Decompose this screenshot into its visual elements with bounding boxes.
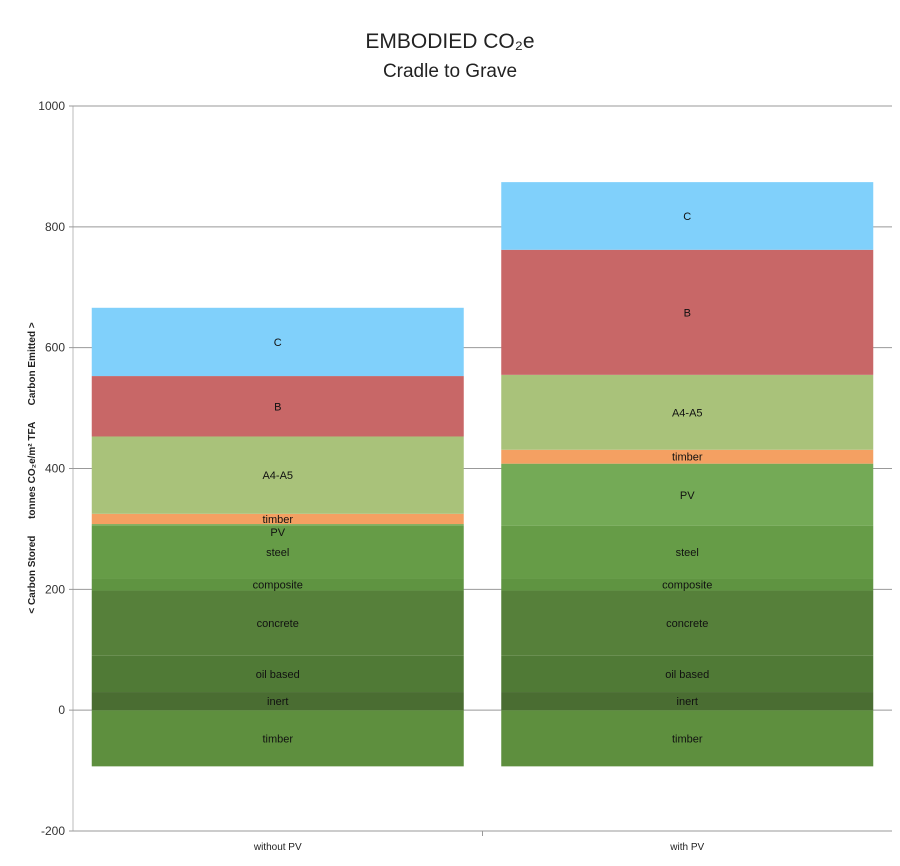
segment-label: timber xyxy=(262,733,293,745)
bar-segment-timber xyxy=(91,513,464,525)
bar-segment-a4-a5 xyxy=(501,374,874,450)
segment-label: B xyxy=(684,307,691,319)
bar-segment-a4-a5 xyxy=(91,436,464,514)
bar-segment-pv xyxy=(91,524,464,526)
bar-segment-composite xyxy=(91,578,464,591)
y-axis-label: < Carbon Stored tonnes CO₂e/m² TFA Carbo… xyxy=(27,322,38,613)
segment-label: concrete xyxy=(257,618,299,630)
y-tick-label: 0 xyxy=(58,703,65,717)
segment-label: steel xyxy=(676,547,699,559)
y-tick-label: -200 xyxy=(41,824,65,838)
bar-segment-inert xyxy=(501,692,874,711)
bar-segment-concrete xyxy=(501,590,874,656)
segment-label: inert xyxy=(267,696,288,708)
bar-segment-timber xyxy=(91,710,464,767)
segment-label: PV xyxy=(270,527,285,539)
bar-segment-b xyxy=(501,249,874,375)
bar-segment-steel xyxy=(501,525,874,579)
segment-label: steel xyxy=(266,547,289,559)
bar-segment-timber xyxy=(501,710,874,767)
segment-label: A4-A5 xyxy=(672,407,703,419)
bar-segment-c xyxy=(501,182,874,250)
y-tick-label: 400 xyxy=(45,462,65,476)
segment-label: oil based xyxy=(665,669,709,681)
chart-subtitle: Cradle to Grave xyxy=(382,61,518,82)
x-category-label: without PV xyxy=(253,842,302,853)
segment-label: timber xyxy=(672,733,703,745)
bar-segment-oil-based xyxy=(91,655,464,693)
segment-label: timber xyxy=(262,514,293,526)
chart-title: EMBODIED CO₂e xyxy=(365,30,535,53)
y-tick-label: 800 xyxy=(45,220,65,234)
segment-label: A4-A5 xyxy=(262,470,293,482)
bar-segment-pv xyxy=(501,463,874,526)
x-category-label: with PV xyxy=(669,842,704,853)
segment-label: C xyxy=(274,337,282,349)
segment-label: timber xyxy=(672,452,703,464)
bar-segment-concrete xyxy=(91,590,464,656)
bar-segment-composite xyxy=(501,578,874,591)
y-tick-label: 1000 xyxy=(38,99,65,113)
bar-segment-inert xyxy=(91,692,464,711)
y-tick-label: 600 xyxy=(45,341,65,355)
segment-label: inert xyxy=(677,696,698,708)
segment-label: C xyxy=(683,211,691,223)
segment-label: composite xyxy=(253,580,303,592)
bar-segment-c xyxy=(91,307,464,377)
bar-segment-timber xyxy=(501,449,874,464)
bar-segment-oil-based xyxy=(501,655,874,693)
y-tick-label: 200 xyxy=(45,582,65,596)
segment-label: oil based xyxy=(256,669,300,681)
segment-label: concrete xyxy=(666,618,708,630)
bar-segment-steel xyxy=(91,525,464,579)
bar-segment-b xyxy=(91,376,464,437)
segment-label: composite xyxy=(662,580,712,592)
segment-label: B xyxy=(274,401,281,413)
segment-label: PV xyxy=(680,490,695,502)
